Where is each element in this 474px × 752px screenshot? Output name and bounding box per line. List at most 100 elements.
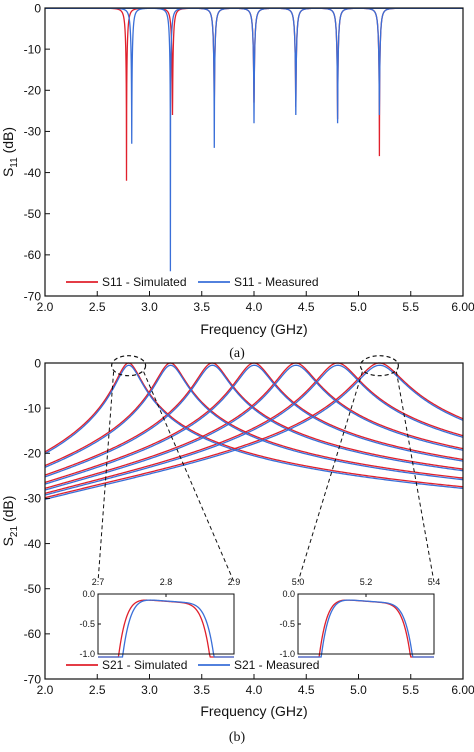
chart-a-ylabel: S11 (dB) xyxy=(0,127,20,177)
chart-b-inset-1-curves xyxy=(98,599,234,658)
chart-a-simulated-dip-1 xyxy=(108,7,145,181)
chart-b-inset-2-ytick-label: -0.5 xyxy=(279,619,295,629)
chart-b-inset-1-ytick-label: 0.0 xyxy=(82,589,95,599)
chart-b-zoom-connector xyxy=(297,371,363,583)
chart-b-inset-1-ytick-label: -1.0 xyxy=(79,649,95,659)
chart-a-legend: S11 - Simulated S11 - Measured xyxy=(66,275,319,289)
chart-a-ytick-label: -20 xyxy=(24,84,42,98)
chart-b-inset-2-axes: 5.0 5.2 5.4 0.0 -0.5 -1.0 xyxy=(279,577,440,659)
chart-b-ylabel-main: S xyxy=(0,537,16,546)
chart-b-ytick-label: -10 xyxy=(24,401,42,415)
chart-b-xtick-label: 3.0 xyxy=(141,683,158,697)
chart-b-ytick-label: -30 xyxy=(24,492,42,506)
chart-b-legend-simulated: S21 - Simulated xyxy=(102,658,187,672)
chart-b-measured-peak-6 xyxy=(44,364,464,496)
chart-b-zoom-connector xyxy=(395,371,435,583)
chart-b-xtick-label: 6.00 xyxy=(451,683,474,697)
chart-b-simulated-peak-5 xyxy=(44,362,464,489)
chart-b-inset-1-axes: 2.7 2.8 2.9 0.0 -0.5 -1.0 xyxy=(79,577,240,659)
chart-b-inset-1-measured-curve xyxy=(98,599,234,658)
chart-b-ytick-label: -60 xyxy=(24,627,42,641)
chart-a-xtick-label: 2.5 xyxy=(89,300,106,314)
chart-b-inset-1-xtick-label: 2.8 xyxy=(160,577,173,587)
chart-b-legend-measured: S21 - Measured xyxy=(234,658,319,672)
chart-b-inset-2-xtick-label: 5.2 xyxy=(360,577,373,587)
chart-b-ytick-label: 0 xyxy=(34,356,41,370)
chart-a-ytick-label: -50 xyxy=(24,207,42,221)
chart-b-axes: 2.0 2.5 3.0 3.5 4.0 4.5 5.0 5.5 6.00 0 -10 -20 -30 -4… xyxy=(24,356,474,697)
chart-b-inset-2: 5.0 5.2 5.4 0.0 -0.5 -1.0 xyxy=(279,577,440,659)
chart-a-xtick-label: 6.00 xyxy=(451,300,474,314)
chart-b-ylabel-unit: (dB) xyxy=(0,496,16,526)
chart-a-plot-frame xyxy=(44,7,464,297)
chart-a-ytick-label: -60 xyxy=(24,248,42,262)
chart-a-xtick-label: 4.0 xyxy=(246,300,263,314)
chart-b-inset-1-bg xyxy=(98,594,234,654)
chart-b-xtick-label: 3.5 xyxy=(193,683,210,697)
chart-a-ytick-label: 0 xyxy=(34,1,41,15)
chart-b-measured-peak-4 xyxy=(44,364,464,485)
chart-b-simulated-peak-3 xyxy=(44,362,464,476)
chart-b-measured-peak-1 xyxy=(44,364,464,490)
chart-a-measured-dip-3 xyxy=(196,7,233,148)
chart-a-xlabel: Frequency (GHz) xyxy=(200,321,307,337)
chart-b-simulated-peak-1 xyxy=(44,362,464,488)
chart-a-ylabel-main: S xyxy=(0,168,16,177)
chart-b-xtick-label: 5.5 xyxy=(402,683,419,697)
chart-b-ytick-label: -50 xyxy=(24,582,42,596)
chart-b-xtick-label: 2.5 xyxy=(89,683,106,697)
chart-b-zoom-ellipse-1 xyxy=(111,355,147,377)
chart-b-xtick-label: 5.0 xyxy=(350,683,367,697)
chart-b-inset-2-measured-curve xyxy=(298,599,434,658)
chart-b-curves xyxy=(44,362,464,501)
chart-b-zoom-indicators xyxy=(97,355,435,583)
chart-a-legend-measured: S11 - Measured xyxy=(234,275,319,289)
chart-a-measured-dip-5 xyxy=(278,7,314,115)
chart-a-xtick-label: 2.0 xyxy=(37,300,54,314)
chart-b-zoom-connector xyxy=(143,371,235,583)
chart-b-inset-1-xtick-label: 2.9 xyxy=(228,577,241,587)
chart-b-measured-peak-5 xyxy=(44,364,464,491)
chart-b-xtick-label: 2.0 xyxy=(37,683,54,697)
chart-b-xtick-label: 4.0 xyxy=(246,683,263,697)
chart-a-measured-dip-4 xyxy=(236,7,272,124)
chart-a-ytick-label: -70 xyxy=(24,289,42,303)
chart-a: 2.0 2.5 3.0 3.5 4.0 4.5 5.0 5.5 6.00 0 -10 -20 -30 -4… xyxy=(0,1,474,361)
chart-b-ytick-label: -20 xyxy=(24,447,42,461)
chart-b: 2.7 2.8 2.9 0.0 -0.5 -1.0 5.0 5.2 5.4 0.0 -0.5 -1.… xyxy=(0,355,474,745)
chart-a-ylabel-sub: 11 xyxy=(9,157,20,168)
chart-b-ylabel: S21 (dB) xyxy=(0,496,20,547)
chart-b-inset-2-ytick-label: -1.0 xyxy=(279,649,295,659)
chart-b-measured-peak-3 xyxy=(44,364,464,478)
chart-a-ytick-label: -30 xyxy=(24,125,42,139)
chart-b-inset-2-xtick-label: 5.4 xyxy=(428,577,441,587)
chart-b-caption: (b) xyxy=(229,730,246,745)
chart-a-caption: (a) xyxy=(229,346,245,361)
chart-b-ytick-label: -70 xyxy=(24,672,42,686)
chart-a-legend-simulated: S11 - Simulated xyxy=(102,275,187,289)
chart-a-xtick-label: 3.5 xyxy=(193,300,210,314)
chart-a-xtick-label: 5.5 xyxy=(402,300,419,314)
chart-b-zoom-connector xyxy=(97,371,115,583)
chart-a-measured-dip-2 xyxy=(152,7,189,272)
chart-b-ylabel-sub: 21 xyxy=(9,526,20,538)
chart-b-inset-2-xtick-label: 5.0 xyxy=(292,577,305,587)
chart-a-xtick-label: 4.5 xyxy=(298,300,315,314)
chart-b-zoom-ellipse-2 xyxy=(359,355,399,377)
chart-a-measured-dip-7 xyxy=(361,7,398,115)
chart-a-xtick-label: 3.0 xyxy=(141,300,158,314)
chart-b-inset-2-ytick-label: 0.0 xyxy=(282,589,295,599)
chart-b-simulated-peak-4 xyxy=(44,362,464,484)
chart-b-simulated-peak-7 xyxy=(44,362,464,499)
chart-a-measured-dip-6 xyxy=(319,7,356,124)
chart-b-inset-2-curves xyxy=(298,599,434,658)
chart-a-xtick-label: 5.0 xyxy=(350,300,367,314)
chart-a-ytick-label: -10 xyxy=(24,42,42,56)
chart-b-inset-1: 2.7 2.8 2.9 0.0 -0.5 -1.0 xyxy=(79,577,240,659)
chart-b-legend: S21 - Simulated S21 - Measured xyxy=(66,658,319,672)
chart-b-xlabel: Frequency (GHz) xyxy=(200,703,307,719)
chart-b-inset-1-xtick-label: 2.7 xyxy=(92,577,105,587)
chart-b-simulated-peak-2 xyxy=(44,362,464,479)
chart-a-ytick-label: -40 xyxy=(24,166,42,180)
